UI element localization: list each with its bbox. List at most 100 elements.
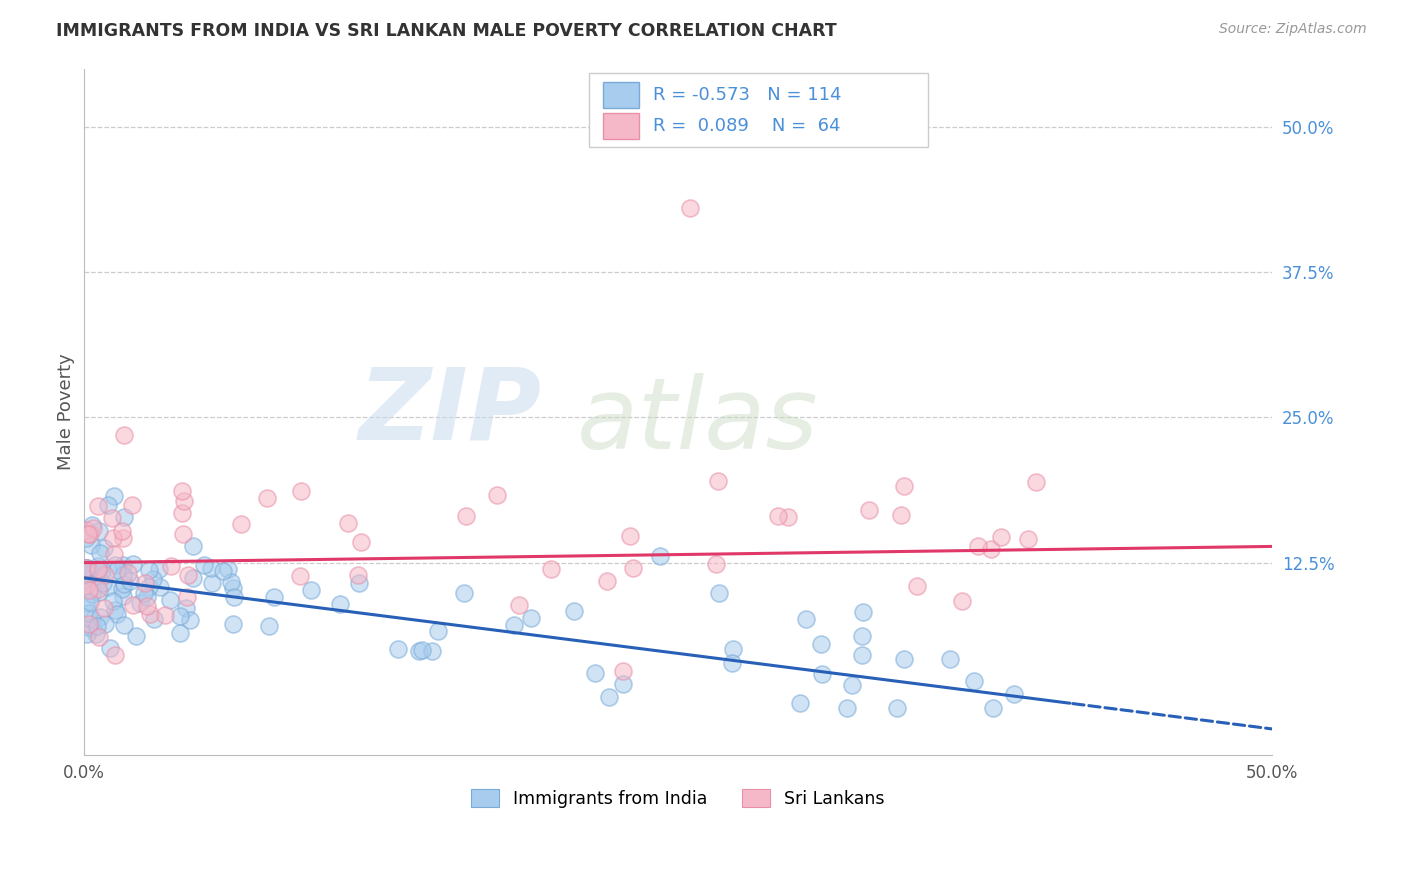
Point	[118, 574, 141, 589]
Point	[149, 580, 172, 594]
Point	[76, 561, 98, 575]
Point	[134, 576, 156, 591]
Point	[583, 665, 606, 680]
Point	[125, 629, 148, 643]
Point	[612, 676, 634, 690]
Point	[86, 618, 108, 632]
Point	[93, 616, 115, 631]
Point	[176, 591, 198, 605]
Point	[112, 510, 135, 524]
Point	[256, 491, 278, 506]
Point	[181, 571, 204, 585]
Point	[350, 535, 373, 549]
Point	[290, 569, 312, 583]
Point	[835, 701, 858, 715]
Point	[851, 648, 873, 662]
Point	[153, 607, 176, 622]
Point	[76, 627, 98, 641]
Point	[75, 567, 97, 582]
Point	[112, 428, 135, 442]
Point	[128, 597, 150, 611]
Point	[82, 621, 104, 635]
Point	[336, 516, 359, 531]
Point	[181, 539, 204, 553]
Point	[648, 549, 671, 564]
Point	[104, 558, 127, 573]
Point	[82, 586, 104, 600]
Point	[91, 575, 114, 590]
Point	[222, 617, 245, 632]
Text: IMMIGRANTS FROM INDIA VS SRI LANKAN MALE POVERTY CORRELATION CHART: IMMIGRANTS FROM INDIA VS SRI LANKAN MALE…	[56, 22, 837, 40]
Point	[121, 498, 143, 512]
Point	[98, 641, 121, 656]
Point	[950, 593, 973, 607]
Point	[105, 563, 128, 577]
Text: R =  0.089    N =  64: R = 0.089 N = 64	[652, 117, 841, 136]
Point	[87, 524, 110, 538]
Point	[426, 624, 449, 639]
Point	[111, 558, 134, 572]
Point	[229, 517, 252, 532]
Point	[420, 643, 443, 657]
Point	[1017, 533, 1039, 547]
Point	[97, 580, 120, 594]
Point	[86, 499, 108, 513]
Point	[851, 629, 873, 643]
Point	[193, 558, 215, 572]
Point	[80, 538, 103, 552]
Point	[75, 561, 97, 575]
Point	[83, 580, 105, 594]
Point	[456, 509, 478, 524]
Point	[86, 626, 108, 640]
Point	[104, 603, 127, 617]
Point	[111, 582, 134, 597]
Point	[75, 531, 97, 545]
Point	[612, 664, 634, 678]
Point	[170, 507, 193, 521]
Point	[77, 526, 100, 541]
Point	[810, 637, 832, 651]
Point	[980, 541, 1002, 556]
Point	[967, 539, 990, 553]
Point	[503, 618, 526, 632]
FancyBboxPatch shape	[603, 113, 638, 139]
Point	[200, 561, 222, 575]
Point	[121, 557, 143, 571]
Point	[453, 585, 475, 599]
Point	[159, 559, 181, 574]
Point	[172, 527, 194, 541]
Point	[75, 596, 97, 610]
Point	[598, 690, 620, 705]
Point	[893, 479, 915, 493]
Point	[89, 630, 111, 644]
Point	[112, 531, 135, 545]
Legend: Immigrants from India, Sri Lankans: Immigrants from India, Sri Lankans	[464, 781, 891, 814]
Point	[93, 601, 115, 615]
Point	[117, 566, 139, 581]
Point	[139, 607, 162, 622]
Point	[411, 643, 433, 657]
Point	[858, 503, 880, 517]
Point	[111, 524, 134, 538]
Point	[177, 568, 200, 582]
Point	[142, 572, 165, 586]
Point	[97, 498, 120, 512]
Point	[706, 475, 728, 489]
Point	[709, 585, 731, 599]
Point	[112, 577, 135, 591]
Point	[841, 678, 863, 692]
Point	[87, 564, 110, 578]
Point	[87, 584, 110, 599]
Point	[103, 547, 125, 561]
Point	[169, 626, 191, 640]
Point	[486, 488, 509, 502]
Point	[778, 509, 800, 524]
Point	[104, 648, 127, 662]
Point	[87, 558, 110, 573]
Point	[222, 581, 245, 595]
Point	[111, 590, 134, 604]
Point	[75, 562, 97, 576]
Point	[621, 560, 644, 574]
Point	[86, 564, 108, 578]
Point	[349, 576, 371, 591]
